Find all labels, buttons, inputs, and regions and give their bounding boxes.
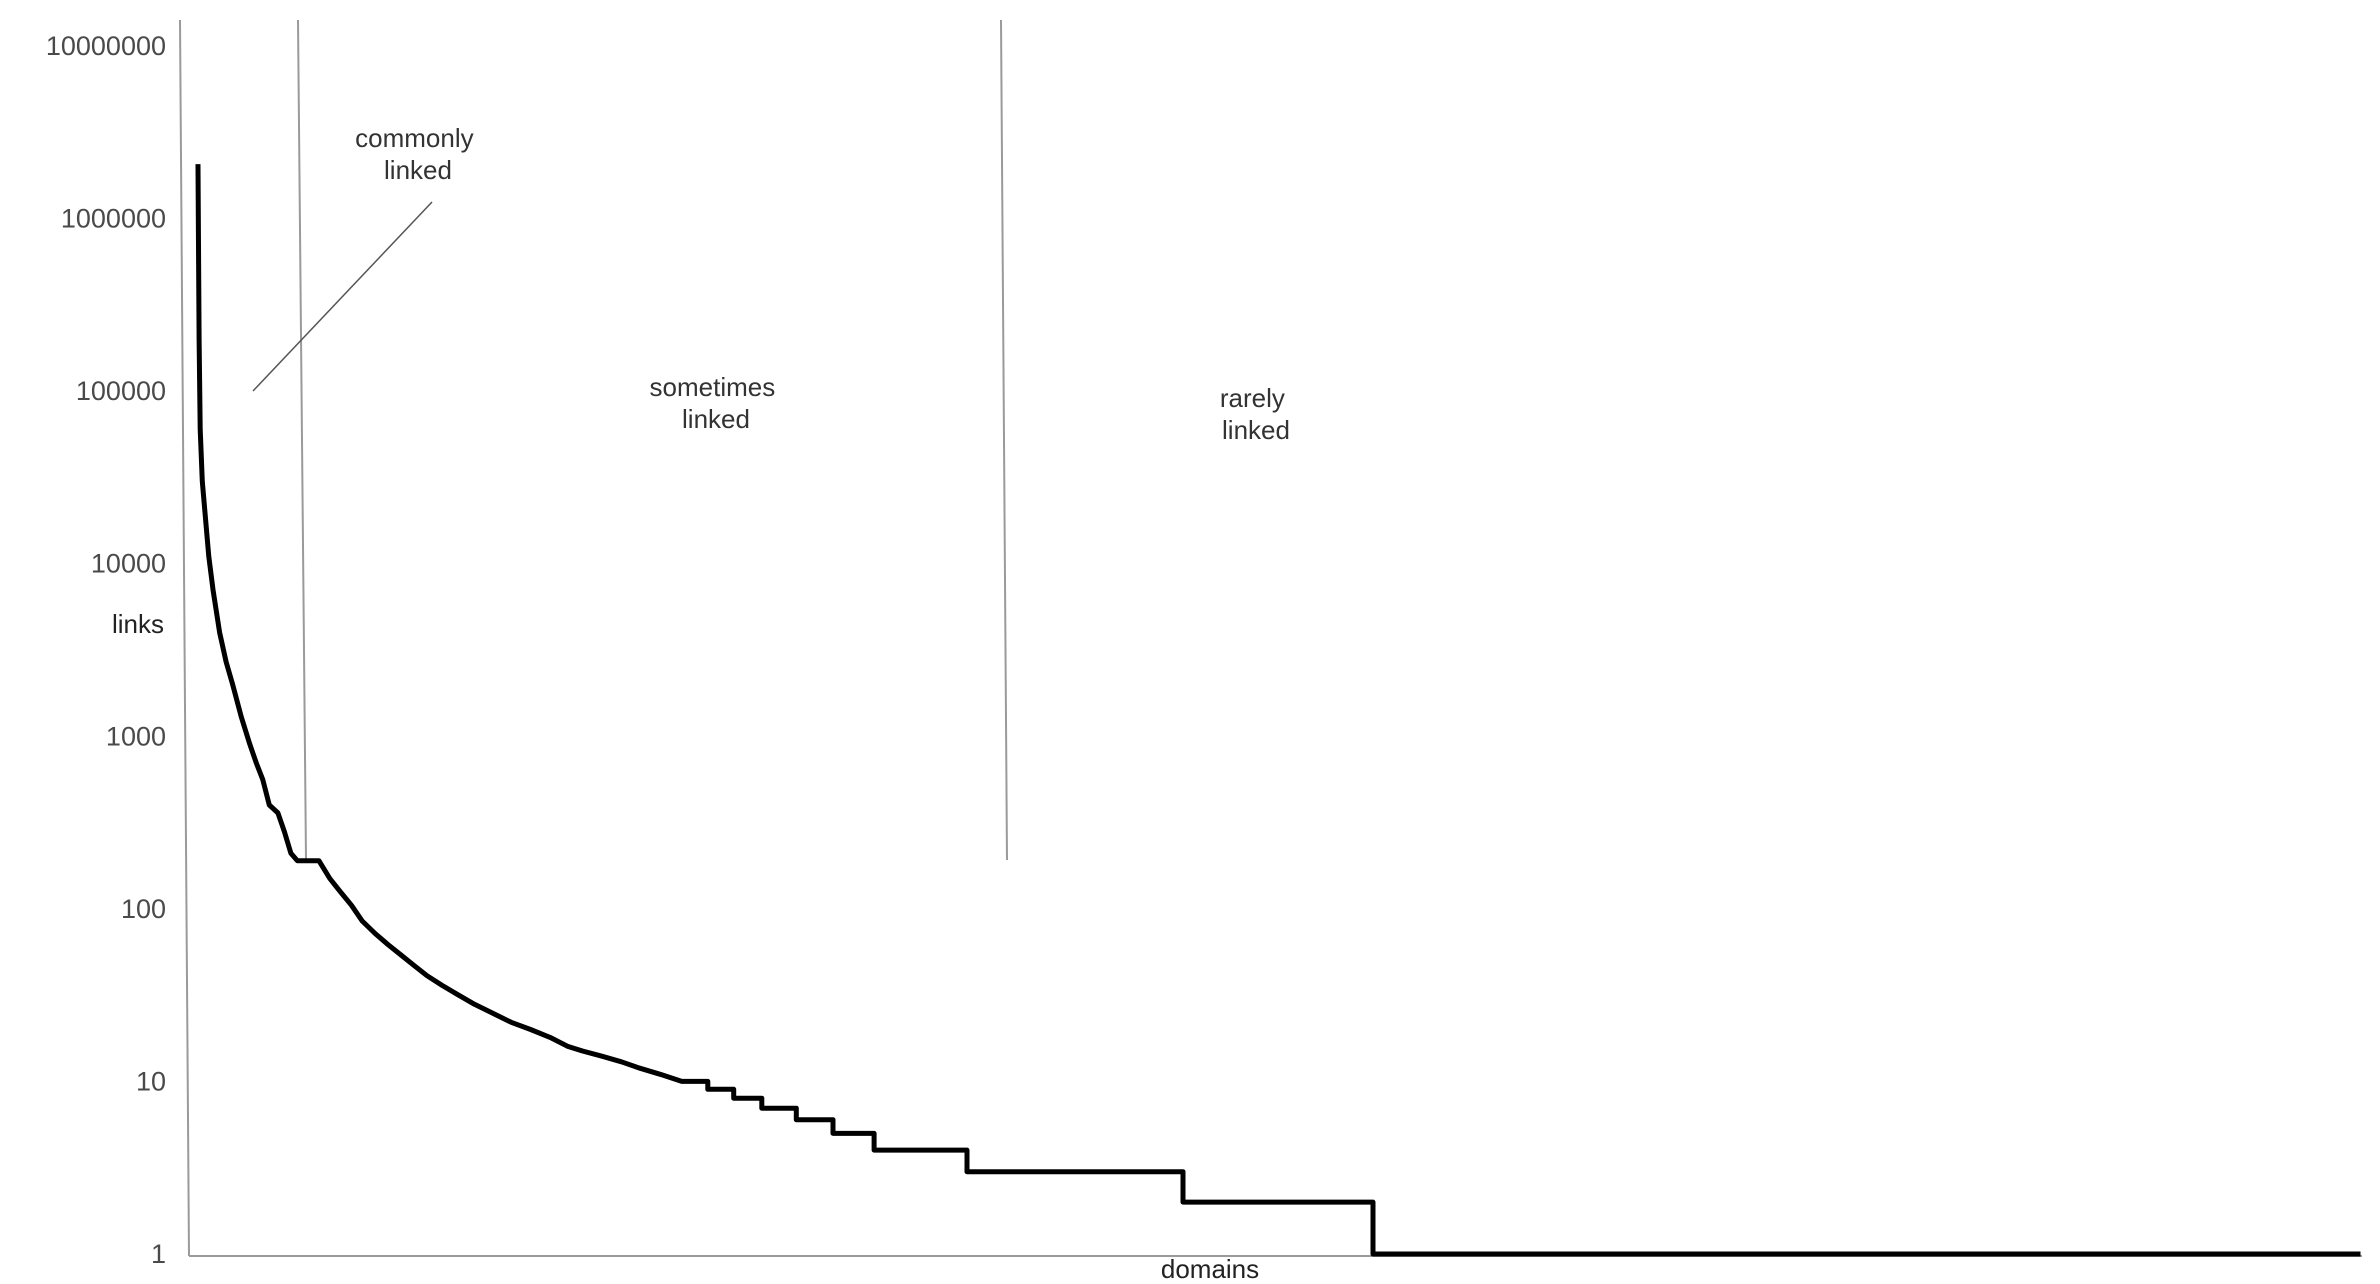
rarely-linked-label-line1: rarely — [1220, 383, 1285, 413]
commonly-linked-label: commonly linked — [355, 123, 481, 185]
rarely-linked-label: rarely linked — [1220, 383, 1292, 445]
region-divider-sometimes-rarely — [1000, 19, 1008, 861]
rarely-linked-label-line2: linked — [1222, 415, 1290, 445]
commonly-linked-pointer — [252, 201, 433, 392]
y-tick-label: 1000 — [106, 721, 166, 751]
sometimes-linked-label-line2: linked — [682, 404, 750, 434]
y-tick-label: 10000000 — [46, 31, 166, 61]
commonly-linked-label-line2: linked — [384, 155, 452, 185]
y-tick-label: 1 — [151, 1239, 166, 1269]
x-axis-label: domains — [1161, 1254, 1259, 1284]
y-tick-label: 10 — [136, 1066, 166, 1096]
y-tick-label: 1000000 — [61, 204, 166, 234]
commonly-linked-label-line1: commonly — [355, 123, 473, 153]
series-line — [195, 164, 2361, 1257]
sometimes-linked-label-line1: sometimes — [650, 372, 776, 402]
sometimes-linked-label: sometimes linked — [650, 372, 783, 434]
y-axis — [179, 19, 190, 1257]
region-divider-commonly-sometimes — [297, 19, 307, 861]
y-tick-label: 100 — [121, 894, 166, 924]
y-axis-label: links — [112, 609, 164, 639]
y-tick-label: 100000 — [76, 376, 166, 406]
y-tick-label: 10000 — [91, 549, 166, 579]
